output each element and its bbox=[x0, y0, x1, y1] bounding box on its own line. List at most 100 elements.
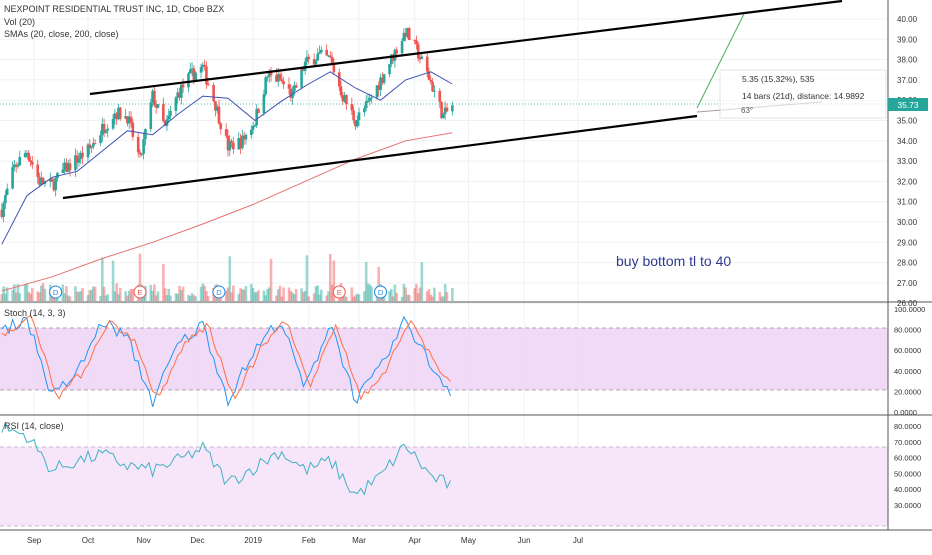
rsi-tick-label: 50.0000 bbox=[894, 469, 921, 478]
candle-body bbox=[39, 177, 43, 185]
projection-line[interactable] bbox=[696, 13, 745, 109]
candle-body bbox=[355, 120, 359, 127]
channel-lower-trendline[interactable] bbox=[62, 114, 698, 200]
candle-body bbox=[23, 153, 27, 157]
candle-body bbox=[416, 44, 420, 59]
price-tick-label: 30.00 bbox=[897, 218, 918, 227]
event-marker-circle bbox=[49, 285, 63, 299]
candle-body bbox=[203, 64, 206, 67]
candle-body bbox=[451, 105, 454, 112]
candle-body bbox=[280, 79, 284, 82]
candle-body bbox=[90, 146, 93, 149]
volume-bar bbox=[415, 283, 418, 301]
time-tick-label: Oct bbox=[82, 536, 95, 545]
candle-body bbox=[266, 76, 269, 78]
volume-bar bbox=[14, 292, 18, 301]
volume-bar bbox=[162, 264, 165, 301]
volume-bar bbox=[201, 283, 205, 301]
candle-body bbox=[104, 130, 108, 134]
candle-body bbox=[176, 92, 180, 98]
candle-body bbox=[328, 55, 332, 58]
candle-body bbox=[111, 118, 115, 129]
volume-bar bbox=[318, 294, 321, 301]
volume-bar bbox=[156, 291, 160, 301]
price-tick-label: 32.00 bbox=[897, 177, 918, 186]
candle-body bbox=[190, 68, 194, 70]
candle-body bbox=[224, 129, 228, 136]
candle-body bbox=[50, 178, 54, 182]
current-price-label-bg bbox=[888, 98, 928, 111]
time-tick-label: Feb bbox=[302, 536, 316, 545]
volume-bar bbox=[250, 283, 253, 301]
candle-body bbox=[74, 155, 77, 171]
volume-bar bbox=[29, 293, 32, 301]
candle-body bbox=[140, 153, 144, 155]
candle-body bbox=[31, 162, 34, 165]
volume-bar bbox=[90, 289, 93, 301]
stoch-legend[interactable]: Stoch (14, 3, 3) bbox=[4, 308, 66, 318]
candle-body bbox=[194, 72, 197, 81]
event-marker-circle bbox=[332, 285, 346, 299]
event-marker-circle bbox=[133, 285, 147, 299]
volume-bar bbox=[404, 287, 407, 301]
volume-bar bbox=[237, 293, 241, 301]
volume-bar bbox=[39, 285, 43, 301]
candle-body bbox=[136, 136, 140, 153]
volume-bar bbox=[294, 289, 298, 301]
candle-body bbox=[381, 77, 384, 83]
volume-bar bbox=[314, 286, 318, 301]
candle-body bbox=[212, 84, 215, 102]
volume-bar bbox=[253, 292, 257, 301]
volume-bar bbox=[278, 285, 282, 301]
candle-body bbox=[151, 90, 154, 103]
volume-bar bbox=[350, 287, 354, 301]
candle-body bbox=[341, 95, 345, 102]
volume-bar bbox=[388, 291, 391, 301]
volume-bar bbox=[354, 295, 357, 301]
rsi-legend[interactable]: RSI (14, close) bbox=[4, 421, 64, 431]
rsi-tick-label: 80.0000 bbox=[894, 422, 921, 431]
candle-body bbox=[350, 104, 354, 111]
candle-body bbox=[5, 188, 9, 196]
volume-bar bbox=[206, 296, 210, 301]
volume-bar bbox=[163, 288, 167, 301]
volume-bar bbox=[4, 293, 7, 301]
time-tick-label: Apr bbox=[408, 536, 421, 545]
candle-body bbox=[115, 113, 118, 120]
stoch-tick-label: 0.0000 bbox=[894, 408, 917, 417]
volume-bar bbox=[25, 284, 29, 301]
candle-body bbox=[253, 125, 257, 127]
price-tick-label: 33.00 bbox=[897, 157, 918, 166]
candle-body bbox=[188, 69, 192, 74]
rsi-axis: 80.0000 70.0000 60.0000 50.0000 40.0000 30.00… bbox=[894, 422, 921, 510]
candle-body bbox=[63, 162, 66, 170]
volume-bar bbox=[5, 287, 9, 301]
chart-annotation[interactable]: buy bottom tl to 40 bbox=[616, 253, 731, 269]
volume-bar bbox=[287, 287, 291, 301]
volume-legend[interactable]: Vol (20) bbox=[4, 17, 36, 27]
price-tick-label: 39.00 bbox=[897, 35, 918, 44]
volume-bar bbox=[442, 296, 445, 301]
candle-body bbox=[377, 85, 381, 91]
event-marker-label: D bbox=[53, 288, 59, 297]
candle-body bbox=[354, 120, 357, 127]
volume-bar bbox=[420, 262, 424, 301]
volume-bar bbox=[86, 295, 90, 301]
candle-body bbox=[287, 84, 291, 89]
candle-body bbox=[442, 113, 445, 119]
volume-bar bbox=[262, 290, 266, 301]
stoch-k-line bbox=[1, 315, 451, 408]
candle-body bbox=[407, 28, 411, 41]
candle-body bbox=[124, 116, 127, 119]
candle-body bbox=[68, 163, 72, 171]
candle-body bbox=[144, 129, 147, 140]
candle-body bbox=[364, 101, 368, 109]
candle-body bbox=[357, 112, 361, 121]
candle-body bbox=[375, 85, 379, 98]
channel-upper-trendline[interactable] bbox=[89, 0, 843, 96]
volume-bar bbox=[230, 292, 233, 301]
sma-legend[interactable]: SMAs (20, close, 200, close) bbox=[4, 29, 119, 39]
volume-bar bbox=[228, 256, 232, 301]
volume-bar bbox=[88, 290, 92, 301]
